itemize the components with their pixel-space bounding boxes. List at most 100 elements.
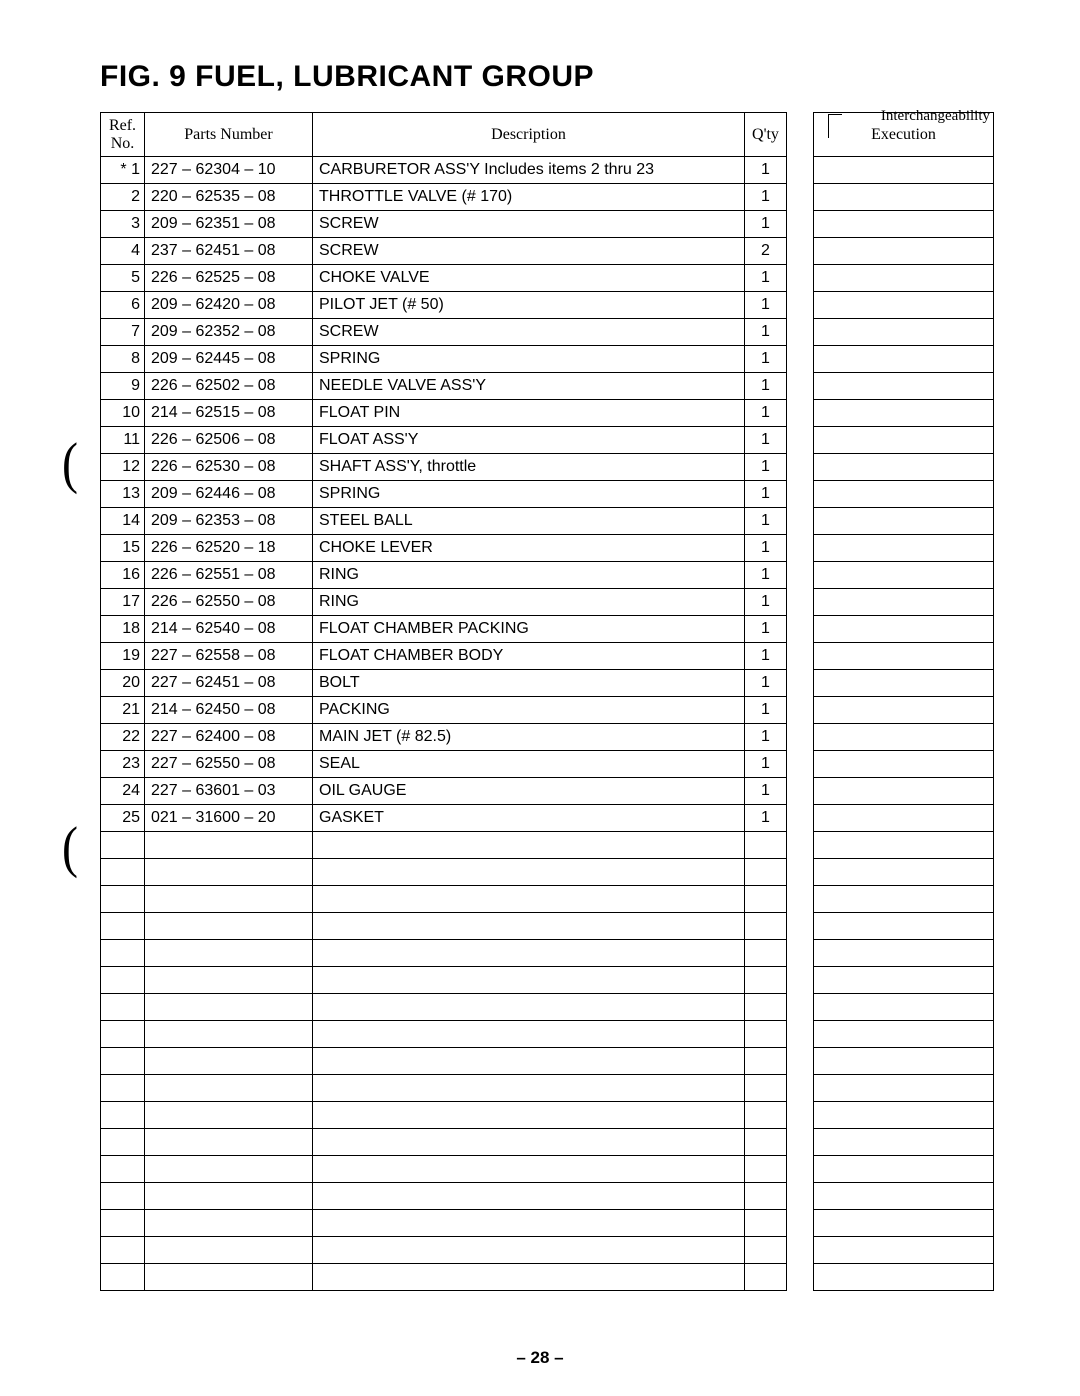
cell-part: 226 – 62551 – 08 (145, 562, 313, 589)
cell-ref: 5 (101, 265, 145, 292)
exec-cell (814, 697, 994, 724)
exec-row (814, 238, 994, 265)
page-title: FIG. 9 FUEL, LUBRICANT GROUP (100, 60, 1010, 94)
table-row: 17226 – 62550 – 08RING1 (101, 589, 787, 616)
exec-row (814, 1048, 994, 1075)
table-row: * 1227 – 62304 – 10CARBURETOR ASS'Y Incl… (101, 157, 787, 184)
exec-cell (814, 319, 994, 346)
table-row: 25021 – 31600 – 20GASKET1 (101, 805, 787, 832)
cell-desc (313, 940, 745, 967)
cell-desc: SCREW (313, 211, 745, 238)
table-row (101, 1183, 787, 1210)
cell-qty: 1 (745, 157, 787, 184)
cell-part: 227 – 63601 – 03 (145, 778, 313, 805)
cell-qty (745, 940, 787, 967)
cell-qty (745, 1183, 787, 1210)
table-row: 22227 – 62400 – 08MAIN JET (# 82.5)1 (101, 724, 787, 751)
cell-ref: 13 (101, 481, 145, 508)
cell-qty: 1 (745, 562, 787, 589)
exec-row (814, 292, 994, 319)
cell-desc: FLOAT CHAMBER PACKING (313, 616, 745, 643)
cell-desc (313, 994, 745, 1021)
exec-cell (814, 292, 994, 319)
cell-desc: FLOAT PIN (313, 400, 745, 427)
cell-qty: 1 (745, 724, 787, 751)
exec-cell (814, 157, 994, 184)
exec-row (814, 1102, 994, 1129)
cell-part (145, 1183, 313, 1210)
table-row: 18214 – 62540 – 08FLOAT CHAMBER PACKING1 (101, 616, 787, 643)
exec-row (814, 859, 994, 886)
exec-row (814, 1156, 994, 1183)
cell-ref: 12 (101, 454, 145, 481)
cell-qty: 1 (745, 616, 787, 643)
cell-part: 227 – 62550 – 08 (145, 751, 313, 778)
table-row: 8209 – 62445 – 08SPRING1 (101, 346, 787, 373)
table-row: 13209 – 62446 – 08SPRING1 (101, 481, 787, 508)
cell-part: 209 – 62420 – 08 (145, 292, 313, 319)
cell-qty (745, 1129, 787, 1156)
cell-desc: THROTTLE VALVE (# 170) (313, 184, 745, 211)
table-row (101, 1075, 787, 1102)
cell-desc: FLOAT CHAMBER BODY (313, 643, 745, 670)
cell-part: 021 – 31600 – 20 (145, 805, 313, 832)
exec-row (814, 589, 994, 616)
cell-ref: 11 (101, 427, 145, 454)
cell-ref: 20 (101, 670, 145, 697)
exec-row (814, 562, 994, 589)
header-row: Ref. No. Parts Number Description Q'ty (101, 113, 787, 157)
cell-ref (101, 1048, 145, 1075)
table-row (101, 913, 787, 940)
exec-cell (814, 643, 994, 670)
paren-mark-1: ( (62, 431, 78, 497)
exec-cell (814, 994, 994, 1021)
cell-desc (313, 913, 745, 940)
cell-qty (745, 1048, 787, 1075)
cell-desc: STEEL BALL (313, 508, 745, 535)
exec-cell (814, 1021, 994, 1048)
cell-qty (745, 859, 787, 886)
exec-cell (814, 1102, 994, 1129)
cell-desc: PACKING (313, 697, 745, 724)
cell-ref: 9 (101, 373, 145, 400)
exec-cell (814, 778, 994, 805)
exec-cell (814, 481, 994, 508)
cell-desc: SPRING (313, 346, 745, 373)
exec-cell (814, 670, 994, 697)
table-row (101, 1102, 787, 1129)
exec-row (814, 697, 994, 724)
cell-qty: 1 (745, 751, 787, 778)
table-row: 2220 – 62535 – 08THROTTLE VALVE (# 170)1 (101, 184, 787, 211)
cell-part: 227 – 62558 – 08 (145, 643, 313, 670)
table-row: 19227 – 62558 – 08FLOAT CHAMBER BODY1 (101, 643, 787, 670)
exec-cell (814, 265, 994, 292)
cell-part (145, 1237, 313, 1264)
cell-part (145, 1264, 313, 1291)
cell-ref (101, 1156, 145, 1183)
cell-desc: BOLT (313, 670, 745, 697)
cell-ref: 16 (101, 562, 145, 589)
exec-cell (814, 1183, 994, 1210)
exec-cell (814, 1048, 994, 1075)
exec-cell (814, 238, 994, 265)
table-row: 23227 – 62550 – 08SEAL1 (101, 751, 787, 778)
exec-cell (814, 832, 994, 859)
exec-cell (814, 427, 994, 454)
exec-cell (814, 211, 994, 238)
exec-cell (814, 913, 994, 940)
cell-part: 226 – 62525 – 08 (145, 265, 313, 292)
cell-desc: RING (313, 589, 745, 616)
cell-part (145, 1102, 313, 1129)
cell-qty: 1 (745, 292, 787, 319)
cell-part: 227 – 62451 – 08 (145, 670, 313, 697)
cell-part: 226 – 62506 – 08 (145, 427, 313, 454)
exec-row (814, 913, 994, 940)
table-row (101, 967, 787, 994)
cell-qty: 1 (745, 805, 787, 832)
cell-desc (313, 859, 745, 886)
exec-cell (814, 1264, 994, 1291)
cell-qty: 1 (745, 643, 787, 670)
cell-ref: 8 (101, 346, 145, 373)
cell-part: 209 – 62445 – 08 (145, 346, 313, 373)
cell-part: 209 – 62352 – 08 (145, 319, 313, 346)
